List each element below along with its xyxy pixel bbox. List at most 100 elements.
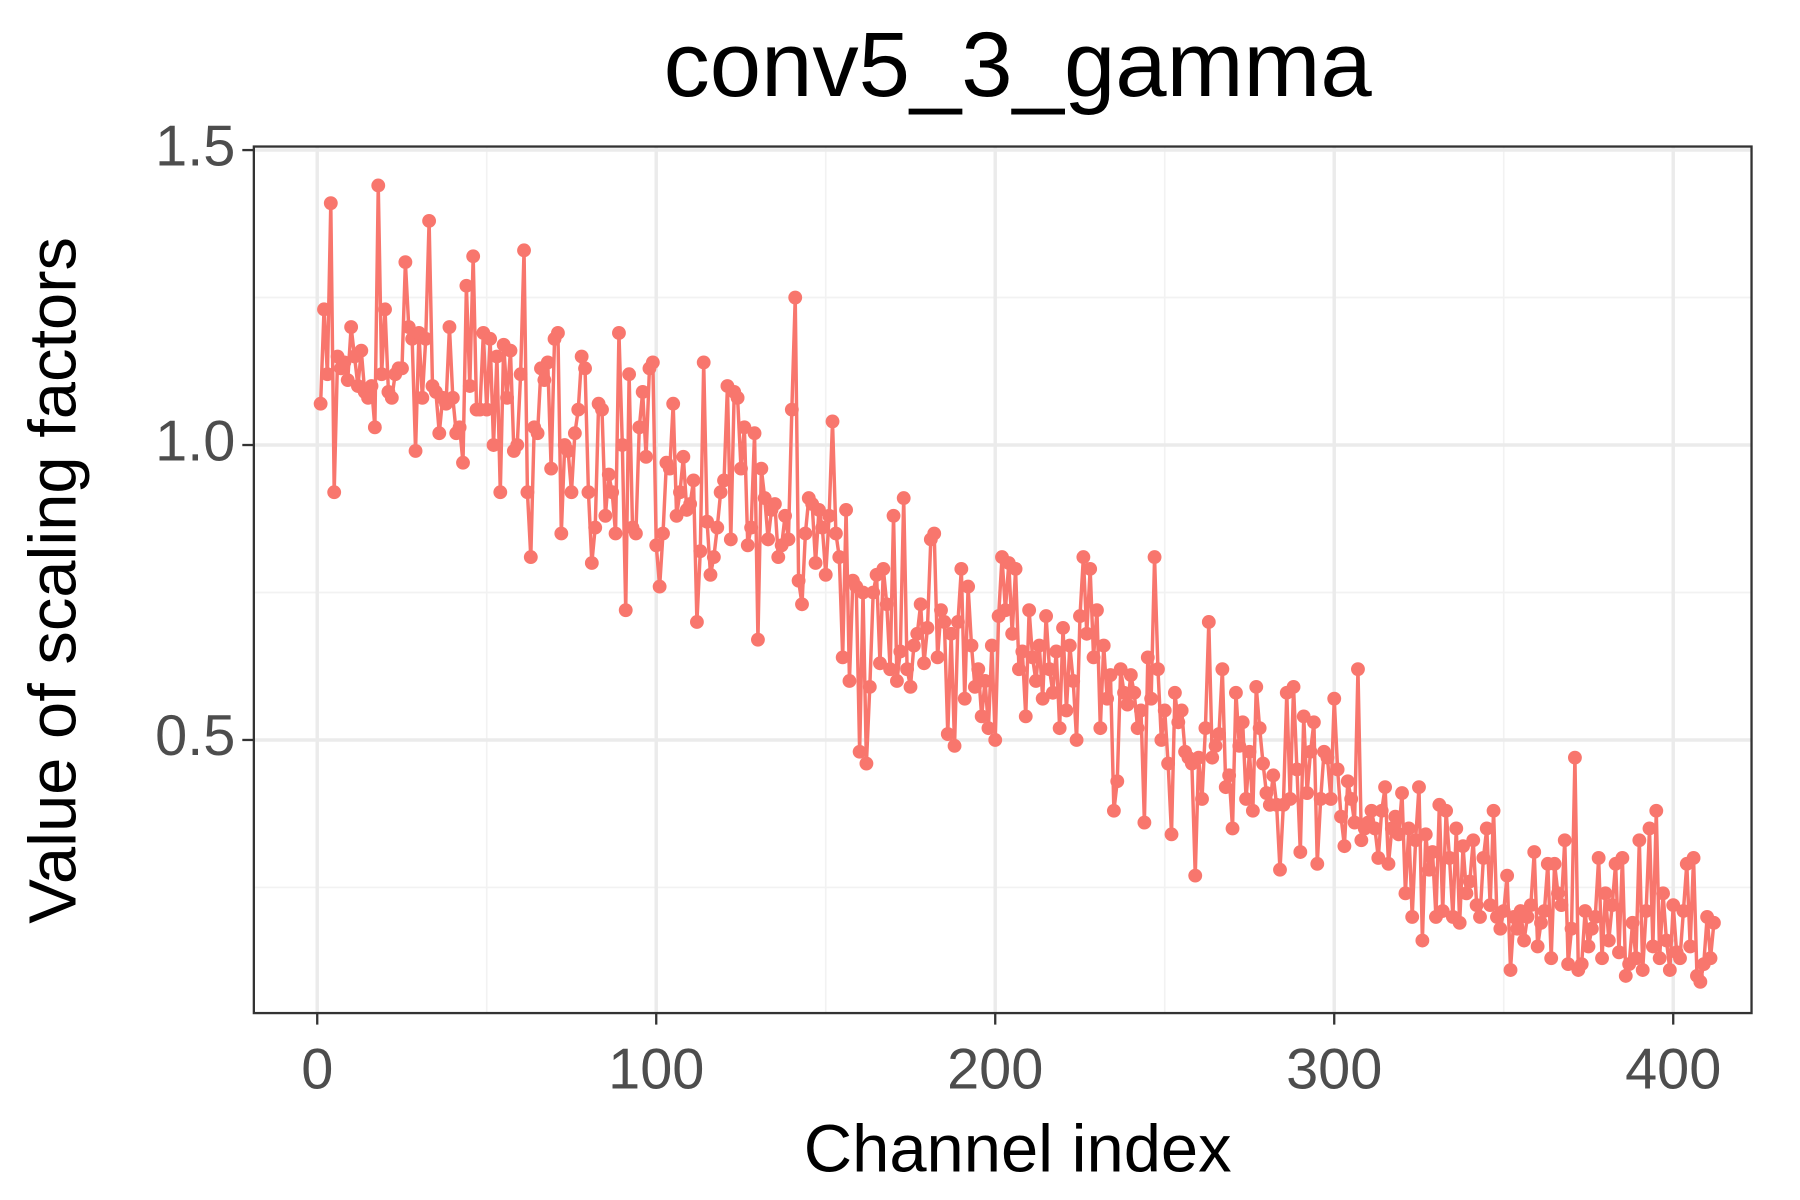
data-point: [1642, 821, 1657, 836]
data-point: [903, 679, 918, 694]
data-point: [1459, 886, 1474, 901]
data-point: [1059, 703, 1074, 718]
data-point: [737, 420, 752, 435]
data-point: [1666, 898, 1681, 913]
data-point: [1334, 809, 1348, 824]
data-point: [1418, 827, 1433, 842]
data-point: [1249, 679, 1264, 694]
data-point: [1462, 874, 1477, 889]
data-point: [1439, 803, 1454, 818]
data-point: [767, 497, 782, 511]
data-point: [1198, 721, 1213, 736]
data-point: [961, 579, 976, 594]
data-point: [1035, 691, 1050, 706]
data-point: [815, 520, 830, 535]
data-point: [1476, 851, 1491, 865]
data-point: [1306, 715, 1321, 730]
data-point: [740, 538, 755, 553]
data-point: [1371, 851, 1386, 865]
data-point: [700, 514, 715, 529]
data-point: [788, 290, 803, 305]
data-point: [1659, 933, 1674, 948]
data-point: [896, 491, 911, 506]
data-point: [1398, 886, 1413, 901]
data-point: [842, 674, 857, 688]
data-point: [944, 626, 959, 641]
data-point: [917, 656, 931, 671]
data-point: [1208, 738, 1223, 753]
data-point: [317, 302, 331, 317]
data-point: [1066, 674, 1081, 688]
data-point: [1137, 815, 1152, 830]
data-point: [1062, 638, 1077, 653]
data-point: [1652, 951, 1667, 966]
data-point: [493, 485, 508, 500]
data-point: [422, 213, 437, 228]
data-point: [1395, 786, 1409, 800]
data-point: [971, 662, 986, 677]
data-point: [890, 674, 904, 688]
data-point: [934, 603, 948, 618]
data-point: [1520, 910, 1535, 924]
data-point: [1557, 833, 1572, 848]
data-point: [1340, 774, 1355, 789]
data-point: [1625, 915, 1640, 930]
data-point: [825, 414, 840, 429]
data-point: [1686, 851, 1701, 865]
data-point: [1605, 898, 1620, 913]
data-point: [710, 520, 725, 535]
data-point: [673, 485, 687, 500]
data-point: [1364, 803, 1379, 818]
data-point: [1103, 668, 1118, 682]
data-point: [964, 638, 979, 653]
data-point: [1435, 904, 1450, 918]
data-point: [937, 615, 952, 629]
data-point: [313, 396, 328, 411]
data-point: [1442, 851, 1457, 865]
data-point: [1601, 933, 1616, 948]
data-point: [371, 178, 386, 193]
data-point: [574, 349, 589, 364]
data-point: [818, 567, 833, 582]
data-point: [1130, 721, 1145, 736]
data-point: [1310, 856, 1325, 871]
data-point: [374, 367, 389, 382]
data-point: [1123, 668, 1138, 682]
data-point: [852, 744, 867, 759]
data-point: [1632, 833, 1647, 848]
data-point: [784, 402, 799, 417]
data-point: [398, 255, 413, 270]
data-line: [318, 185, 1716, 987]
data-point: [1706, 915, 1721, 930]
data-point: [1595, 951, 1609, 966]
data-point: [344, 320, 359, 334]
data-point: [1028, 674, 1043, 688]
data-point: [367, 420, 382, 435]
data-point: [798, 526, 813, 541]
data-point: [754, 461, 769, 476]
data-point: [883, 662, 898, 677]
data-point: [1022, 603, 1037, 618]
data-point: [1188, 868, 1203, 883]
data-point: [666, 396, 681, 411]
data-point: [520, 485, 535, 500]
data-point: [876, 561, 891, 576]
data-point: [696, 355, 711, 370]
data-point: [1347, 815, 1362, 830]
data-point: [1096, 638, 1111, 653]
data-point: [1242, 744, 1257, 759]
data-point: [1415, 933, 1430, 948]
data-point: [1205, 750, 1220, 765]
data-point: [1025, 650, 1040, 665]
x-axis-title: Channel index: [804, 1112, 1232, 1187]
data-point: [859, 756, 874, 771]
data-point: [401, 320, 416, 334]
data-point: [1662, 963, 1677, 977]
data-point: [1201, 615, 1216, 629]
data-point: [1239, 792, 1254, 806]
data-point: [662, 461, 677, 476]
data-point: [608, 526, 623, 541]
data-point: [978, 674, 992, 688]
data-point: [723, 532, 738, 547]
